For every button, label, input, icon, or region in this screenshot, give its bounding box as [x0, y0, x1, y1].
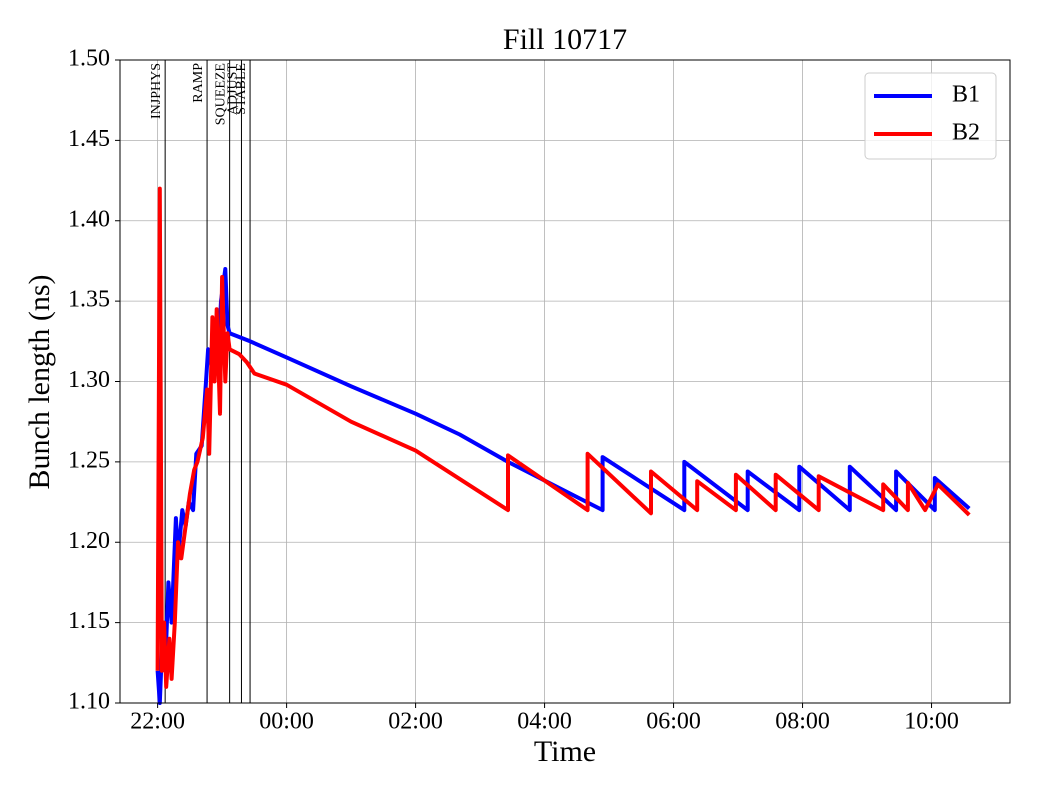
y-tick-label: 1.20 [68, 528, 110, 554]
x-tick-label: 10:00 [904, 709, 959, 735]
x-tick-label: 04:00 [517, 709, 572, 735]
phase-label: INJPHYS [149, 63, 164, 119]
y-tick-label: 1.50 [68, 46, 110, 72]
legend-label: B1 [952, 82, 980, 108]
phase-label: SQUEEZE [214, 63, 229, 125]
y-tick-label: 1.40 [68, 206, 110, 232]
plot-frame [119, 59, 1011, 704]
y-axis-label: Bunch length (ns) [23, 275, 56, 490]
x-tick-label: 08:00 [775, 709, 830, 735]
y-tick-label: 1.30 [68, 367, 110, 393]
x-axis-label: Time [534, 735, 596, 768]
phase-label: ADJUST [225, 63, 240, 116]
x-tick-label: 00:00 [259, 709, 314, 735]
chart-title: Fill 10717 [503, 23, 627, 56]
x-tick-label: 02:00 [388, 709, 443, 735]
y-tick-label: 1.10 [68, 689, 110, 715]
legend-label: B2 [952, 120, 980, 146]
x-tick-label: 22:00 [130, 709, 185, 735]
y-tick-label: 1.35 [68, 287, 110, 313]
data-line [155, 186, 971, 689]
y-tick-label: 1.45 [68, 126, 110, 152]
phase-label: STABLE [234, 63, 249, 115]
y-tick-label: 1.25 [68, 447, 110, 473]
x-tick-label: 06:00 [646, 709, 701, 735]
phase-label: RAMP [191, 63, 206, 103]
y-tick-label: 1.15 [68, 608, 110, 634]
